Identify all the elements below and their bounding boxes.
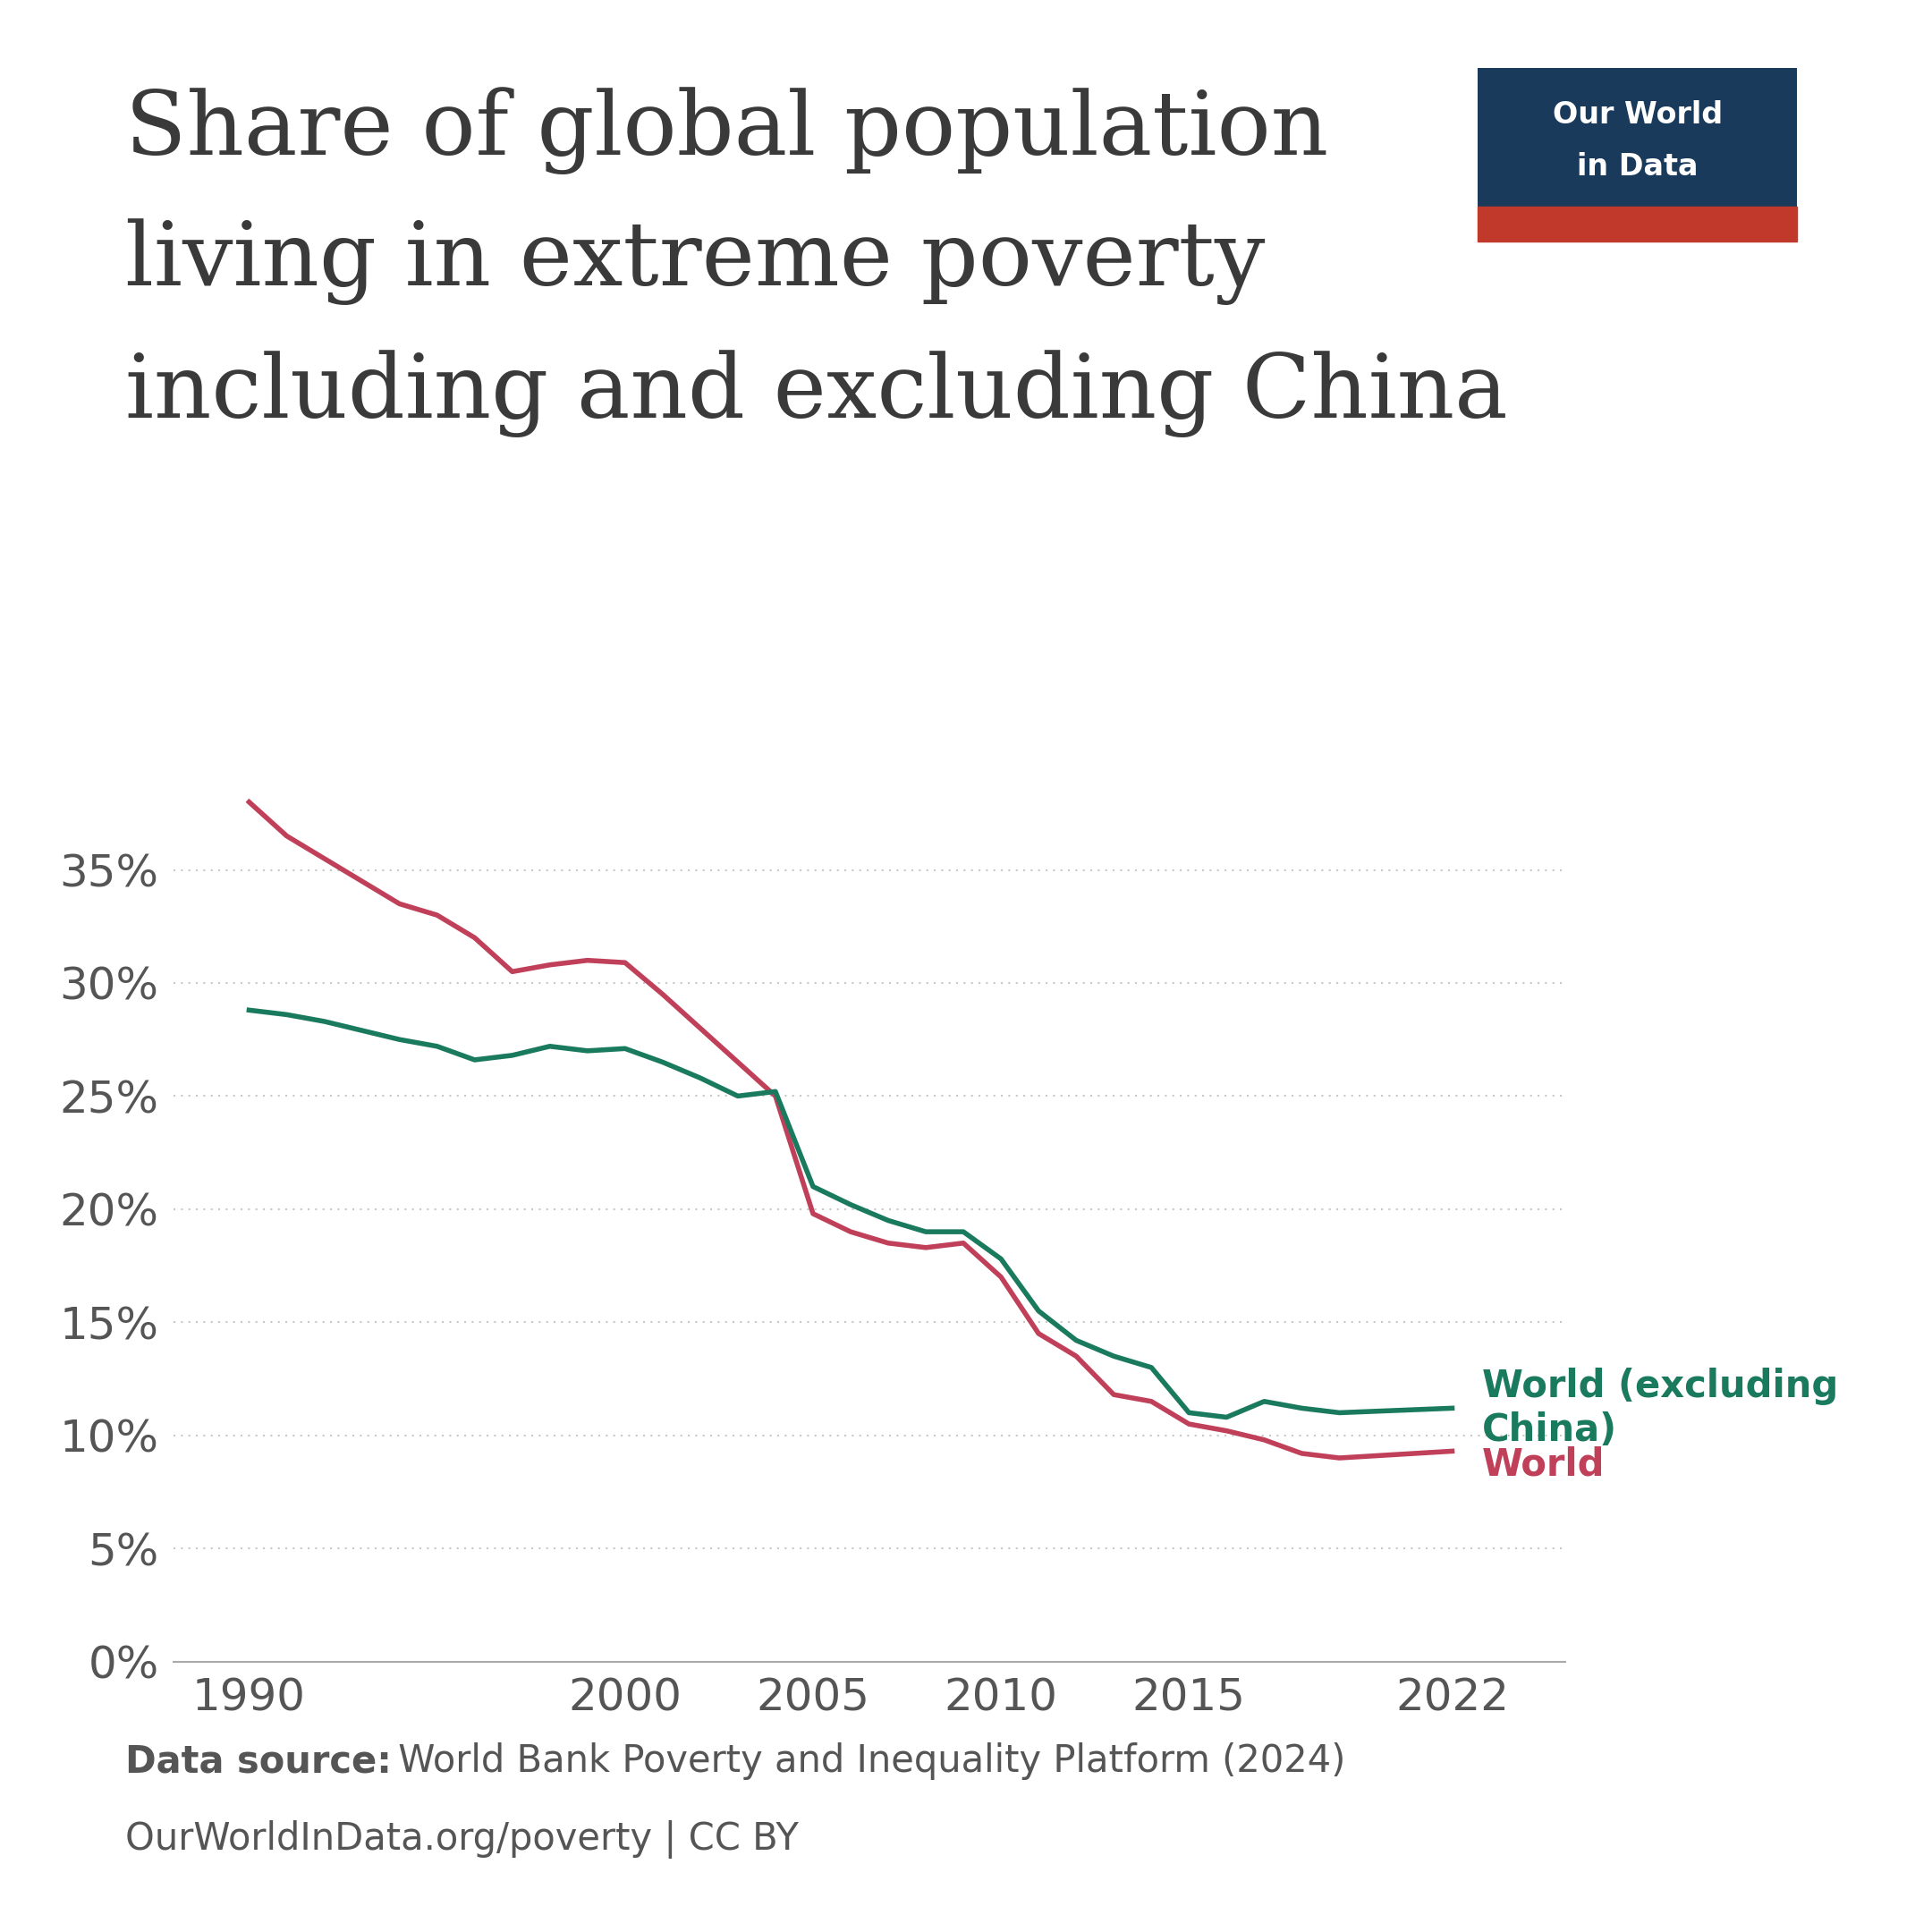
- Text: World (excluding
China): World (excluding China): [1482, 1368, 1839, 1449]
- Text: including and excluding China: including and excluding China: [126, 350, 1509, 437]
- Text: Data source:: Data source:: [126, 1743, 392, 1779]
- Text: World: World: [1482, 1445, 1605, 1484]
- Bar: [1478, 207, 1797, 242]
- Text: OurWorldInData.org/poverty | CC BY: OurWorldInData.org/poverty | CC BY: [126, 1820, 800, 1859]
- Text: Our World: Our World: [1551, 100, 1723, 129]
- Text: living in extreme poverty: living in extreme poverty: [126, 218, 1265, 305]
- Text: World Bank Poverty and Inequality Platform (2024): World Bank Poverty and Inequality Platfo…: [386, 1743, 1345, 1779]
- Text: Share of global population: Share of global population: [126, 87, 1329, 174]
- Text: in Data: in Data: [1577, 153, 1698, 182]
